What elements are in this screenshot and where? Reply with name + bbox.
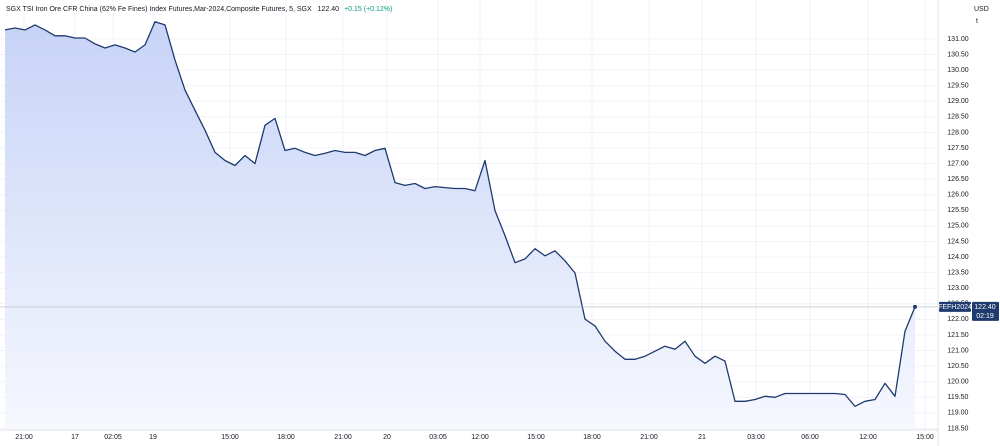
x-tick-label: 18:00	[583, 434, 601, 441]
area	[5, 21, 915, 431]
y-tick-label: 128.50	[947, 114, 969, 121]
symbol-tag	[939, 301, 971, 312]
x-tick-label: 06:00	[801, 434, 819, 441]
y-tick-label: 129.00	[947, 98, 969, 105]
x-tick-label: 02:05	[104, 434, 122, 441]
x-tick-label: 03:00	[747, 434, 765, 441]
x-tick-label: 18:00	[277, 434, 295, 441]
last-price: 122.40	[318, 6, 340, 13]
price-change: +0.15 (+0.12%)	[344, 6, 392, 13]
y-tick-label: 124.50	[947, 238, 969, 245]
x-tick-label: 15:00	[527, 434, 545, 441]
y-tick-label: 118.50	[948, 425, 969, 432]
countdown: 02:19	[976, 313, 994, 320]
x-tick-label: 12:00	[471, 434, 489, 441]
y-tick-label: 125.00	[947, 223, 969, 230]
x-tick-label: 21:00	[15, 434, 33, 441]
y-tick-label: 121.00	[947, 347, 969, 354]
y-tick-label: 127.50	[947, 145, 969, 152]
y-tick-label: 126.50	[947, 176, 969, 183]
y-tick-label: 124.00	[947, 254, 969, 261]
x-tick-label: 21	[698, 434, 706, 441]
x-tick-label: 12:00	[859, 434, 877, 441]
y-tick-label: 127.00	[947, 160, 969, 167]
y-tick-label: 129.50	[947, 83, 969, 90]
plot	[0, 21, 938, 431]
y-tick-label: 123.50	[947, 269, 969, 276]
chart-title: SGX TSI Iron Ore CFR China (62% Fe Fines…	[6, 6, 312, 13]
y-tick-label: 119.00	[948, 410, 969, 417]
x-tick-label: 15:00	[221, 434, 239, 441]
currency: USD	[974, 6, 989, 13]
line	[4, 21, 916, 407]
y-tick-label: 121.50	[947, 332, 969, 339]
x-tick-label: 17	[71, 434, 79, 441]
last-point	[913, 304, 917, 309]
x-tick-label: 20	[383, 434, 391, 441]
y-tick-label: 131.00	[947, 36, 969, 43]
y-tick-label: 130.50	[947, 51, 969, 58]
y-tick-label: 128.00	[947, 129, 969, 136]
x-tick-label: 21:00	[334, 434, 352, 441]
y-tick-label: 123.00	[947, 285, 969, 292]
x-tick-label: 19	[149, 434, 157, 441]
y-tick-label: 119.50	[948, 394, 969, 401]
x-tick-label: 21:00	[640, 434, 658, 441]
y-tick-label: 122.00	[947, 316, 969, 323]
y-tick-label: 120.50	[947, 363, 969, 370]
unit: t	[976, 18, 978, 25]
axes: 131.00 130.50 130.00 129.50 129.00 128.50 128.…	[15, 36, 999, 441]
price-tag	[972, 301, 999, 321]
y-tick-label: 130.00	[947, 67, 969, 74]
y-tick-label: 126.00	[947, 192, 969, 199]
x-tick-label: 15:00	[916, 434, 934, 441]
y-tick-label: 125.50	[947, 207, 969, 214]
y-tick-label: 120.00	[947, 379, 969, 386]
price-tag-label: 122.40	[974, 304, 996, 311]
x-tick-label: 03:05	[429, 434, 447, 441]
symbol-label: FEFH2024	[938, 304, 972, 311]
